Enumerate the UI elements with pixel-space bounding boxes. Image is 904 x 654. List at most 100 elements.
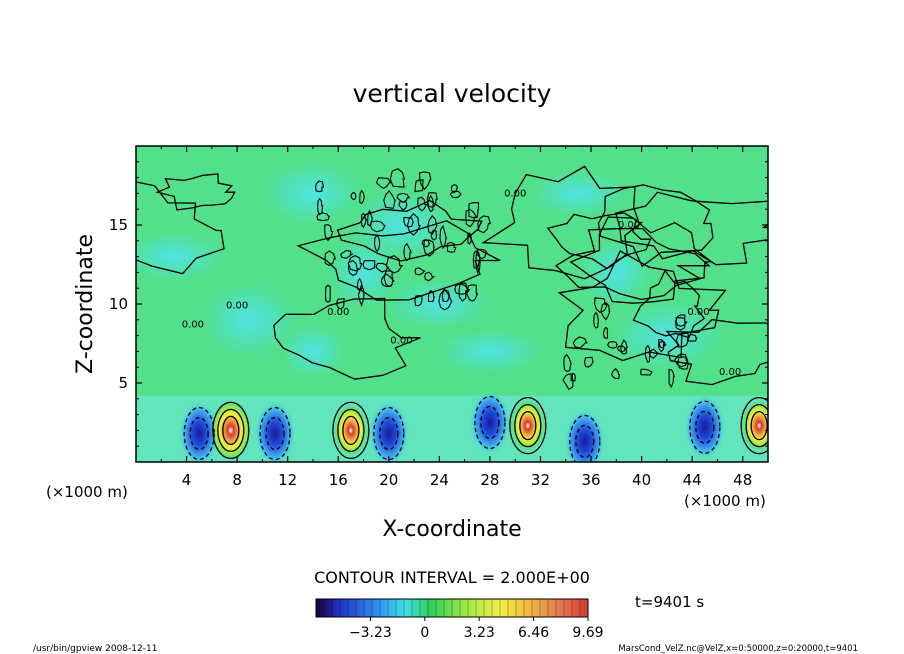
contour-line (583, 356, 594, 368)
contour-line (417, 196, 428, 212)
time-label: t=9401 s (635, 593, 704, 611)
contour-line (427, 289, 436, 303)
contour-interval: CONTOUR INTERVAL = 2.000E+00 (314, 568, 590, 587)
contour-line (441, 289, 451, 303)
contour-label: 0.00 (327, 307, 349, 318)
contour-line (324, 284, 331, 303)
contour-line (467, 232, 473, 245)
contour-line (406, 213, 421, 236)
contour-line (438, 288, 453, 311)
contour-line (474, 395, 506, 450)
contour-line (315, 180, 325, 193)
contour-line (648, 348, 660, 359)
contour-line (222, 415, 240, 446)
contour-line (136, 181, 225, 275)
contour-line (658, 339, 665, 353)
contour-line (449, 190, 462, 199)
downdraft-core (469, 390, 510, 455)
contour-line (347, 260, 359, 277)
contour-line (427, 215, 438, 236)
contour-line (575, 424, 595, 459)
colorbar-tick-label: 0 (420, 625, 429, 641)
downdraft-core (564, 409, 605, 462)
contour-line (340, 249, 354, 259)
contour-line (569, 216, 714, 304)
contour-line (336, 199, 483, 262)
contour-line (509, 397, 547, 455)
contour-line (350, 191, 357, 201)
footer-left: /usr/bin/gpview 2008-12-11 (33, 644, 157, 654)
contour-line (597, 184, 714, 268)
contour-line (665, 318, 768, 386)
contour-line (674, 314, 686, 331)
contour-line (370, 220, 386, 233)
contour-line (414, 179, 424, 193)
contour-line (335, 297, 345, 310)
contour-line (454, 283, 471, 295)
contour-line (569, 414, 601, 462)
field-patch (279, 323, 347, 379)
contour-line (602, 326, 609, 340)
x-tick-label: 44 (683, 471, 702, 489)
contour-line (426, 192, 438, 208)
contour-line (740, 397, 768, 455)
y-axis-label: Z-coordinate (73, 234, 98, 374)
chart-title: vertical velocity (353, 79, 552, 108)
contour-line (421, 238, 431, 248)
contour-line (594, 297, 609, 314)
contour-line (572, 336, 588, 349)
contour-line (423, 271, 436, 282)
x-tick-label: 36 (581, 471, 600, 489)
contour-line (640, 368, 653, 376)
contour-line (468, 202, 480, 219)
contour-line (360, 212, 368, 229)
contour-line (606, 341, 619, 349)
contour-line (745, 404, 768, 448)
field-patch (200, 281, 299, 358)
contour-line (375, 177, 392, 190)
contour-line (610, 367, 621, 380)
contour-line (403, 242, 413, 262)
contour-label: 0.00 (687, 307, 709, 318)
contour-line (689, 400, 721, 454)
contour-label: 0.00 (504, 189, 526, 200)
contour-line (273, 297, 421, 380)
contour-line (677, 356, 690, 370)
field-patch (262, 161, 364, 225)
contour-line (359, 189, 365, 205)
x-tick-label: 4 (182, 471, 192, 489)
contour-label: 0.00 (719, 367, 741, 378)
contour-label: 0.00 (182, 320, 204, 331)
contour-line (593, 311, 600, 329)
contour-line (259, 406, 291, 461)
contour-line (562, 373, 574, 391)
contour-label: 0.00 (226, 301, 248, 312)
y-tick-label: 5 (118, 374, 128, 392)
x-tick-label: 12 (278, 471, 297, 489)
contour-line (557, 250, 727, 362)
x-tick-label: 8 (232, 471, 242, 489)
updraft-core (510, 400, 545, 452)
contour-line (379, 416, 399, 451)
field-patch (350, 190, 453, 260)
contour-line (750, 411, 768, 441)
downdraft-core (179, 401, 220, 462)
contour-line (439, 224, 447, 250)
contour-line (332, 401, 370, 460)
contour-line (380, 273, 395, 288)
plot-area: 0.00 0.00 0.00 0.00 0.00 0.00 0.00 0.00 (136, 146, 768, 462)
colorbar (315, 598, 589, 618)
downdraft-core (255, 401, 296, 462)
contour-line (686, 333, 698, 342)
contour-line (383, 190, 396, 209)
contour-line (554, 227, 711, 301)
contour-line (316, 212, 331, 222)
footer-right: MarsCond_VelZ.nc@VelZ,x=0:50000,z=0:2000… (618, 644, 858, 654)
contour-line (620, 339, 628, 355)
x-tick-label: 16 (329, 471, 348, 489)
x-axis-label: X-coordinate (382, 517, 521, 542)
contour-line (414, 295, 423, 307)
downdraft-core (368, 401, 409, 462)
contour-line (324, 250, 337, 267)
